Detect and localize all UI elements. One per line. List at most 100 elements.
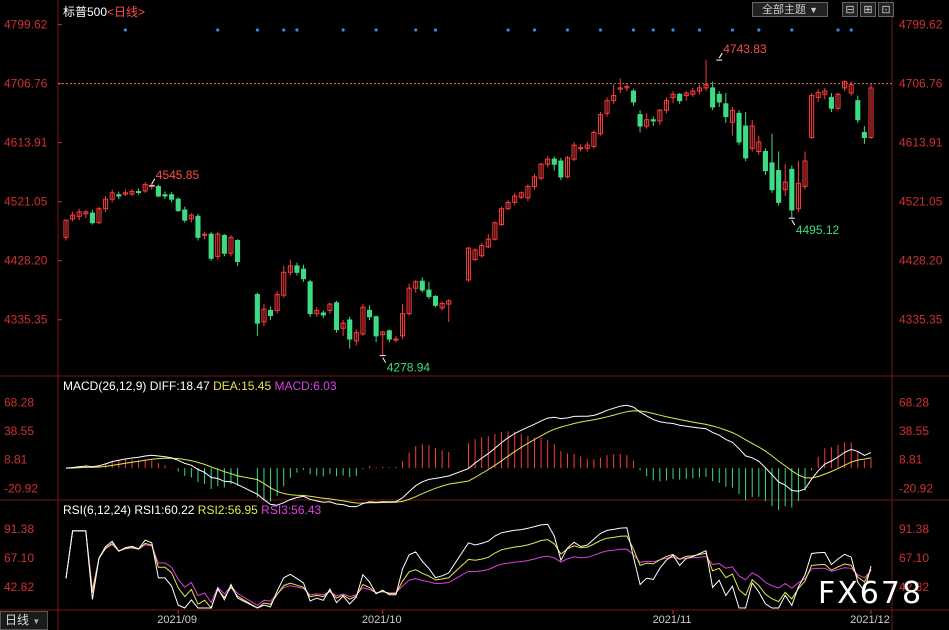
- macd-tick-label-right: -20.92: [899, 481, 933, 495]
- price-tick-label-left: 4706.76: [4, 77, 48, 91]
- macd-title: MACD(26,12,9): [63, 379, 147, 393]
- candle-body: [399, 313, 406, 337]
- candle-body: [281, 271, 287, 296]
- candle-body: [822, 90, 828, 95]
- candle-body: [710, 87, 716, 108]
- annotation-label: 4545.85: [156, 168, 200, 182]
- event-marker: [506, 28, 510, 32]
- event-marker: [790, 28, 794, 32]
- candle-body: [538, 163, 544, 179]
- candle-body: [373, 316, 379, 337]
- candle-body: [551, 158, 557, 165]
- candle-body: [815, 91, 821, 98]
- candle-body: [868, 87, 874, 139]
- candle-body: [518, 192, 524, 198]
- candle-body: [835, 93, 841, 109]
- price-tick-label-left: 4521.05: [4, 195, 48, 209]
- x-tick-label: 2021/09: [157, 614, 197, 626]
- candle-body: [83, 211, 89, 215]
- rsi2-value: RSI2:56.95: [197, 503, 258, 517]
- candle-body: [736, 112, 742, 143]
- candle-body: [142, 184, 148, 192]
- candle-body: [347, 319, 353, 340]
- tab-daily-label: 日线: [5, 613, 30, 627]
- period-label[interactable]: <日线>: [107, 5, 146, 19]
- minimize-button[interactable]: ⊟: [842, 2, 858, 17]
- tab-daily[interactable]: 日线 ▼: [0, 611, 48, 630]
- candle-body: [353, 332, 359, 342]
- diff-line: [65, 404, 872, 508]
- annotation-pointer: [718, 52, 723, 59]
- rsi1-line: [65, 523, 872, 609]
- candle-body: [578, 147, 584, 150]
- price-tick-label-left: 4799.62: [4, 18, 48, 32]
- candle-body: [637, 114, 643, 127]
- candle-body: [287, 265, 293, 273]
- candle-body: [545, 158, 551, 165]
- rsi-tick-label-left: 67.10: [4, 551, 34, 565]
- candle-body: [617, 87, 623, 90]
- theme-select[interactable]: 全部主题 ▼: [752, 2, 828, 17]
- candle-body: [663, 100, 669, 111]
- dea-line: [65, 410, 872, 504]
- rsi1-value: RSI1:60.22: [134, 503, 195, 517]
- candle-body: [683, 92, 689, 97]
- candle-body: [89, 212, 95, 224]
- annotation-pointer: [151, 178, 156, 185]
- event-marker: [671, 28, 675, 32]
- macd-diff: DIFF:18.47: [149, 379, 210, 393]
- candle-body: [129, 191, 135, 195]
- candle-body: [96, 208, 102, 224]
- event-marker: [631, 28, 636, 32]
- candle-body: [650, 119, 656, 122]
- macd-tick-label-right: 68.28: [899, 395, 929, 409]
- watermark-logo: FX678: [818, 576, 924, 611]
- macd-value: MACD:6.03: [274, 379, 337, 393]
- x-tick-label: 2021/10: [362, 614, 402, 626]
- layout-button[interactable]: ⊞: [860, 2, 876, 17]
- candle-body: [531, 176, 538, 187]
- event-marker: [282, 28, 286, 32]
- macd-tick-label-right: 38.55: [899, 424, 929, 438]
- event-marker: [374, 28, 378, 32]
- candle-body: [182, 209, 188, 221]
- candle-body: [498, 208, 505, 226]
- candle-body: [789, 168, 795, 211]
- candle-body: [202, 233, 208, 236]
- price-tick-label-right: 4335.35: [899, 313, 943, 327]
- candle-body: [716, 93, 722, 103]
- candle-body: [525, 185, 531, 199]
- expand-icon: ⊡: [881, 4, 891, 16]
- candle-body: [439, 302, 445, 309]
- candle-body: [729, 109, 735, 123]
- event-marker: [216, 28, 220, 32]
- candle-body: [696, 87, 702, 92]
- candle-body: [320, 312, 326, 316]
- candle-body: [624, 86, 630, 89]
- candle-body: [597, 114, 604, 135]
- candle-body: [465, 247, 472, 281]
- event-marker: [414, 28, 418, 32]
- event-marker: [757, 28, 761, 32]
- price-tick-label-right: 4428.20: [899, 254, 943, 268]
- candle-body: [670, 93, 676, 98]
- rsi-title: RSI(6,12,24): [63, 503, 132, 517]
- event-marker: [341, 28, 345, 32]
- candle-body: [802, 160, 808, 187]
- candle-body: [175, 198, 181, 212]
- event-marker: [565, 28, 570, 32]
- candle-body: [472, 249, 478, 261]
- expand-button[interactable]: ⊡: [878, 2, 894, 17]
- annotation-label: 4495.12: [796, 223, 840, 237]
- annotation-label: 4278.94: [387, 361, 431, 375]
- candle-body: [386, 330, 392, 340]
- candle-body: [109, 192, 115, 200]
- candle-body: [512, 195, 518, 203]
- rsi-tick-label-right: 67.10: [899, 551, 929, 565]
- price-tick-label-right: 4521.05: [899, 195, 943, 209]
- candle-body: [261, 308, 267, 323]
- candle-body: [703, 84, 709, 89]
- event-marker: [255, 28, 259, 32]
- candle-body: [809, 95, 815, 139]
